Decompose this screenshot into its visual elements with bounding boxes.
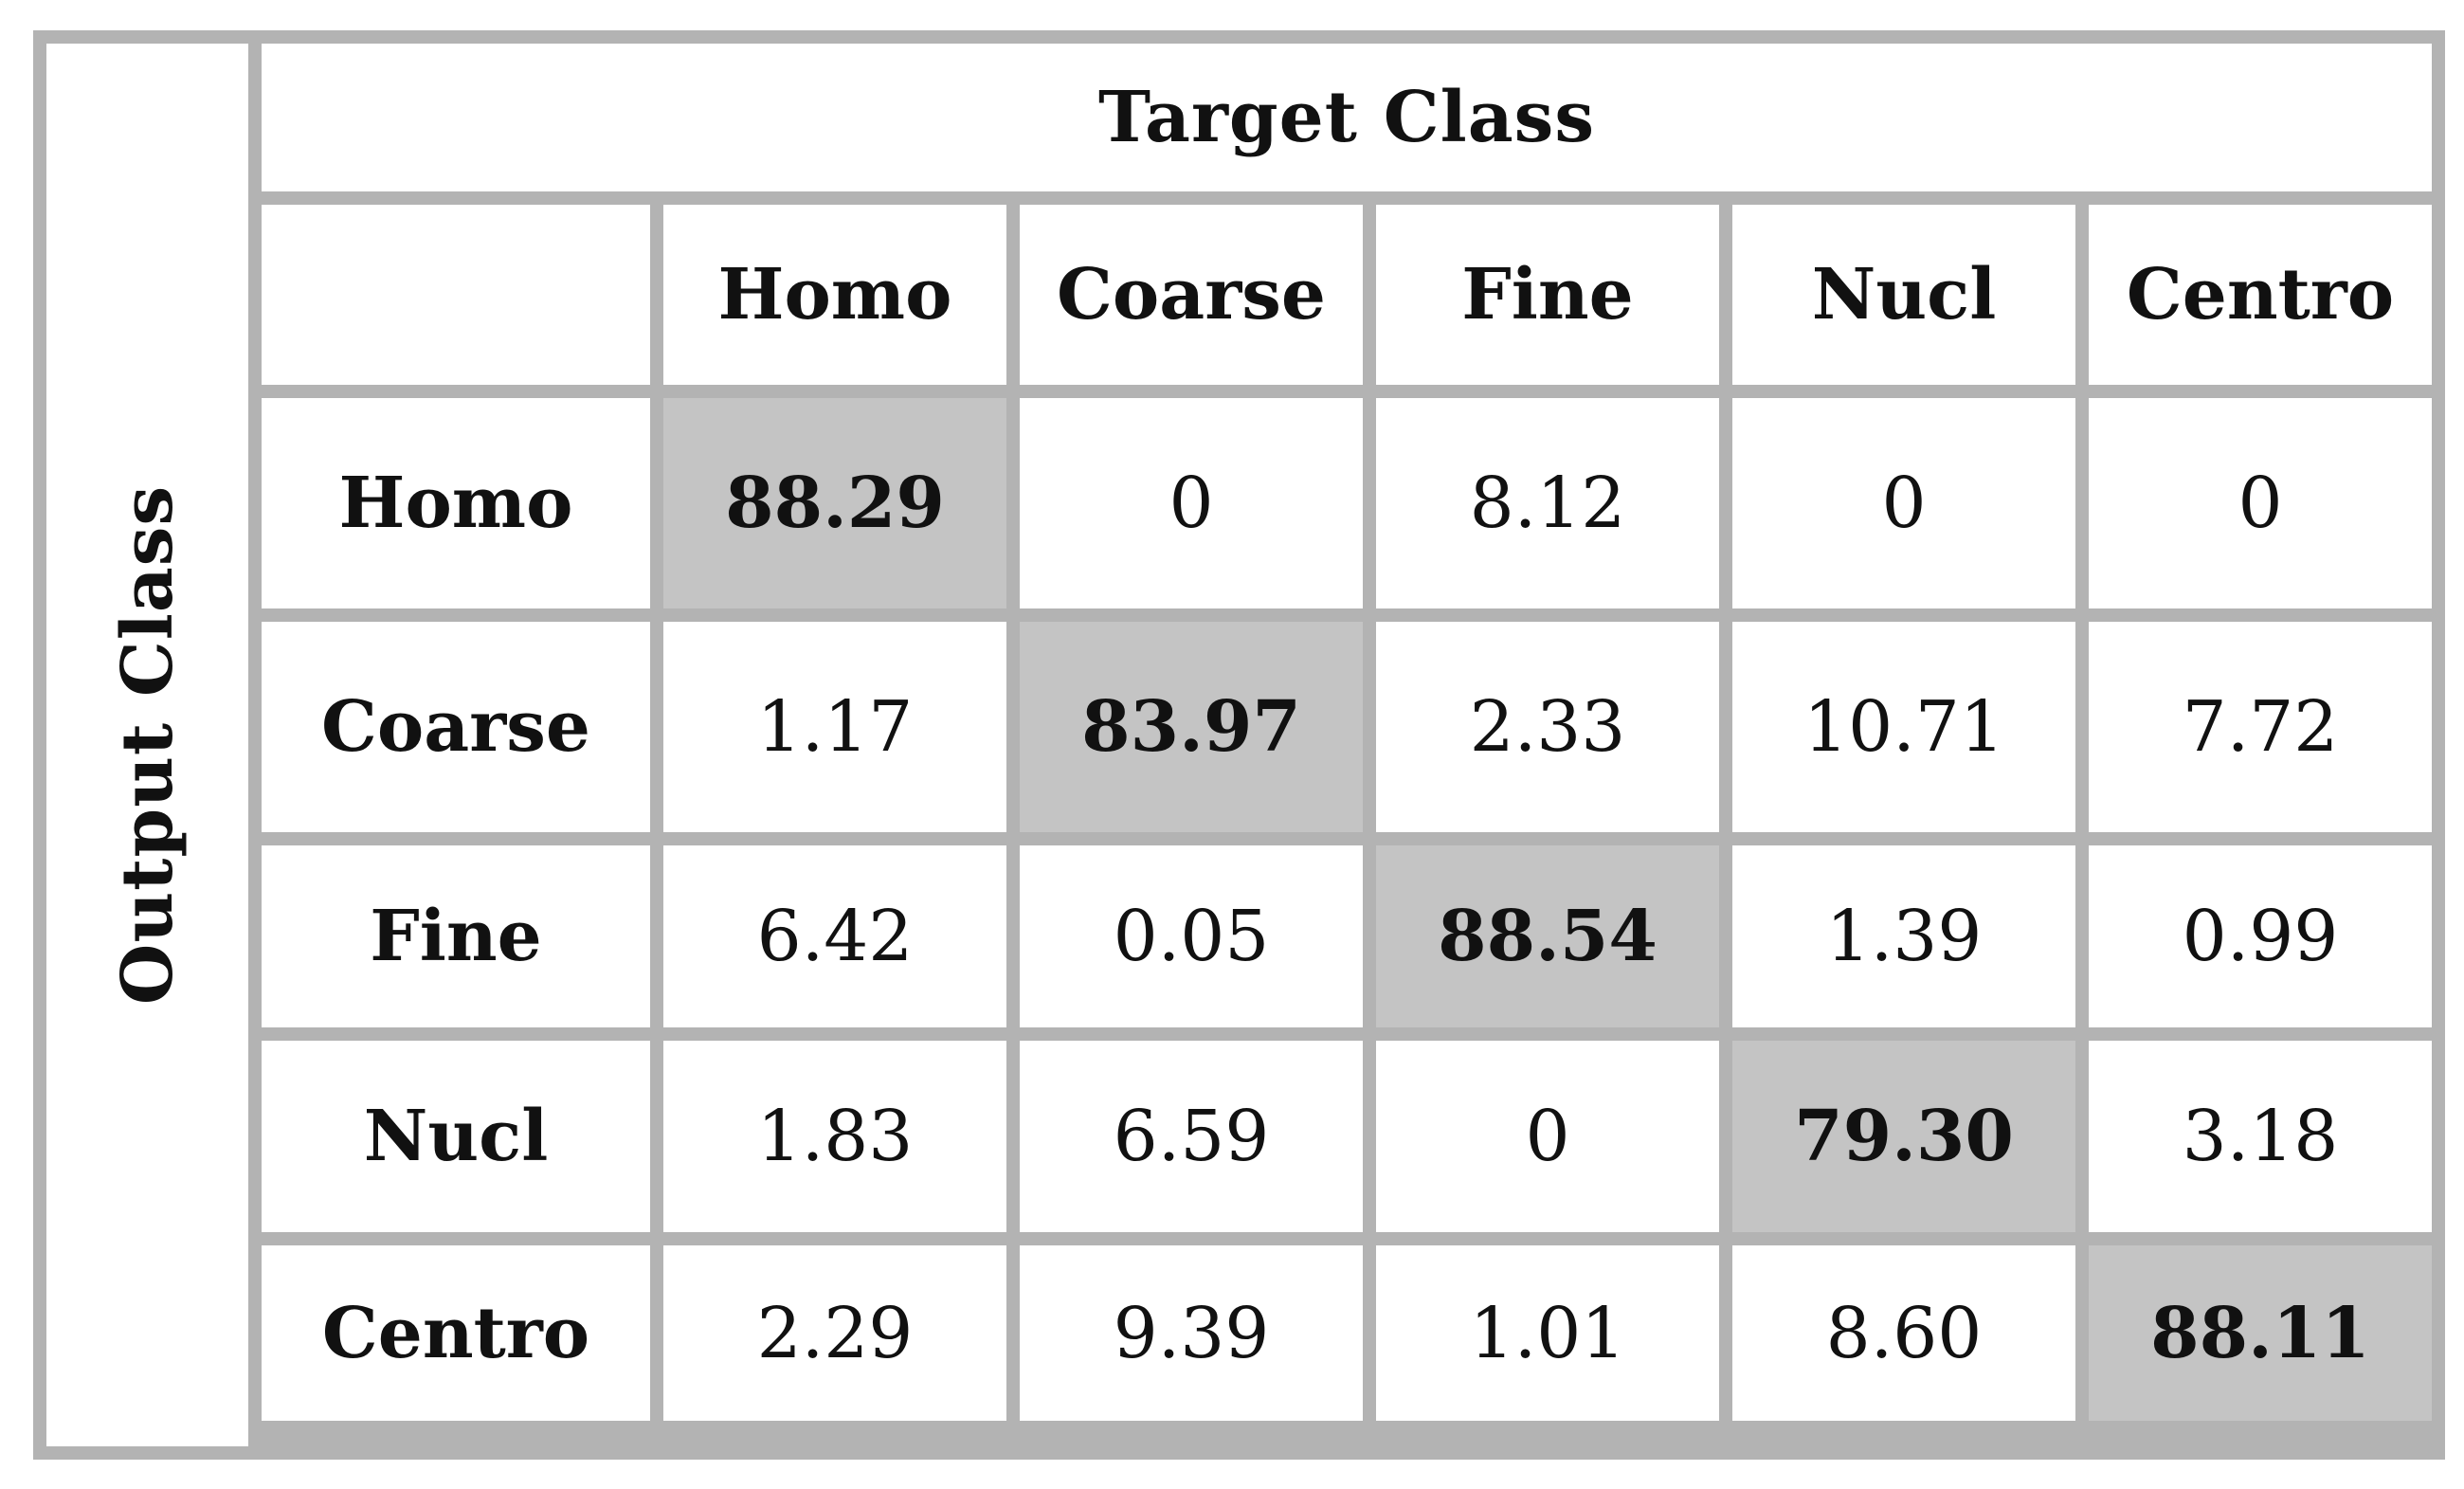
matrix-cell: 2.29 (663, 1245, 1006, 1421)
column-header: Fine (1376, 205, 1719, 385)
matrix-cell: 1.01 (1376, 1245, 1719, 1421)
column-header: Centro (2089, 205, 2432, 385)
target-class-title: Target Class (262, 44, 2432, 191)
matrix-cell: 0.99 (2089, 845, 2432, 1027)
y-axis-label: Output Class (106, 484, 189, 1006)
matrix-cell: 0 (1732, 398, 2075, 608)
matrix-cell-diagonal: 83.97 (1020, 622, 1363, 832)
matrix-cell-diagonal: 79.30 (1732, 1041, 2075, 1232)
matrix-cell: 0.05 (1020, 845, 1363, 1027)
column-header: Homo (663, 205, 1006, 385)
matrix-cell: 8.60 (1732, 1245, 2075, 1421)
output-class-label-cell: Output Class (46, 44, 248, 1446)
confusion-matrix-table: Output Class Target Class Homo Coarse Fi… (33, 30, 2445, 1460)
matrix-cell: 0 (2089, 398, 2432, 608)
matrix-cell: 2.33 (1376, 622, 1719, 832)
matrix-cell: 3.18 (2089, 1041, 2432, 1232)
matrix-cell: 0 (1376, 1041, 1719, 1232)
matrix-cell: 1.39 (1732, 845, 2075, 1027)
column-header: Coarse (1020, 205, 1363, 385)
matrix-panel: Target Class Homo Coarse Fine Nucl Centr… (262, 44, 2432, 1446)
row-header: Nucl (262, 1041, 650, 1232)
matrix-cell: 10.71 (1732, 622, 2075, 832)
row-header: Centro (262, 1245, 650, 1421)
matrix-cell-diagonal: 88.11 (2089, 1245, 2432, 1421)
column-header: Nucl (1732, 205, 2075, 385)
matrix-cell: 6.59 (1020, 1041, 1363, 1232)
row-header: Coarse (262, 622, 650, 832)
matrix-cell-diagonal: 88.29 (663, 398, 1006, 608)
matrix-cell: 1.83 (663, 1041, 1006, 1232)
matrix-grid: Homo Coarse Fine Nucl Centro Homo 88.29 … (262, 205, 2432, 1446)
matrix-cell: 0 (1020, 398, 1363, 608)
matrix-cell: 9.39 (1020, 1245, 1363, 1421)
matrix-cell: 6.42 (663, 845, 1006, 1027)
matrix-cell: 7.72 (2089, 622, 2432, 832)
corner-cell (262, 205, 650, 385)
matrix-cell: 8.12 (1376, 398, 1719, 608)
matrix-cell: 1.17 (663, 622, 1006, 832)
matrix-cell-diagonal: 88.54 (1376, 845, 1719, 1027)
row-header: Homo (262, 398, 650, 608)
row-header: Fine (262, 845, 650, 1027)
table-grid: Output Class Target Class Homo Coarse Fi… (33, 30, 2445, 1460)
